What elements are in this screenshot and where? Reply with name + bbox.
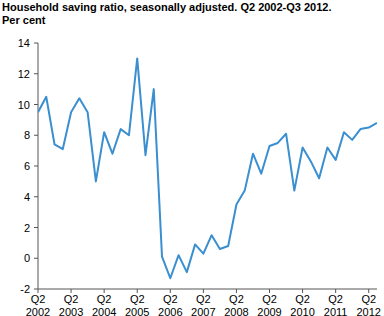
x-tick-label-line: Q2 <box>361 293 376 305</box>
x-tick-label-line: Q2 <box>328 293 343 305</box>
x-tick-label: Q22003 <box>59 293 83 316</box>
x-tick-label-line: Q2 <box>31 293 46 305</box>
x-tick-label-line: 2009 <box>257 306 281 316</box>
y-tick <box>34 135 38 136</box>
x-tick-label: Q22006 <box>158 293 182 316</box>
x-tick-label: Q22011 <box>324 293 348 316</box>
x-tick-label-line: Q2 <box>295 293 310 305</box>
x-tick-label: Q22004 <box>92 293 116 316</box>
y-tick-label: 6 <box>24 160 30 172</box>
y-tick <box>34 196 38 197</box>
x-tick-label-line: Q2 <box>196 293 211 305</box>
y-tick <box>34 258 38 259</box>
y-tick-label: 14 <box>18 37 30 49</box>
x-tick-label: Q22007 <box>191 293 215 316</box>
x-tick-label: Q22002 <box>26 293 50 316</box>
chart: Household saving ratio, seasonally adjus… <box>0 0 384 316</box>
x-tick-label-line: 2008 <box>224 306 248 316</box>
line <box>38 58 377 278</box>
x-tick-label-line: Q2 <box>97 293 112 305</box>
y-tick-label: 12 <box>18 68 30 80</box>
x-tick-label-line: Q2 <box>262 293 277 305</box>
y-tick-label: 0 <box>24 252 30 264</box>
y-tick <box>34 104 38 105</box>
x-tick-label-line: 2010 <box>290 306 314 316</box>
x-tick-label: Q22009 <box>257 293 281 316</box>
x-tick-label-line: Q2 <box>64 293 79 305</box>
x-tick-label-line: 2005 <box>125 306 149 316</box>
x-tick-label: Q22012 <box>356 293 380 316</box>
y-tick-label: 2 <box>24 222 30 234</box>
y-tick <box>34 227 38 228</box>
x-tick-label-line: 2004 <box>92 306 116 316</box>
x-tick-label-line: Q2 <box>163 293 178 305</box>
x-tick-label-line: Q2 <box>130 293 145 305</box>
y-tick-label: 4 <box>24 191 30 203</box>
x-tick-label-line: 2002 <box>26 306 50 316</box>
y-tick <box>34 73 38 74</box>
title: Household saving ratio, seasonally adjus… <box>2 1 332 13</box>
x-tick-label-line: 2012 <box>356 306 380 316</box>
y-tick <box>34 289 38 290</box>
y-tick-label: -2 <box>20 283 30 295</box>
x-tick-label-line: Q2 <box>229 293 244 305</box>
x-tick-label: Q22005 <box>125 293 149 316</box>
x-tick-label-line: 2006 <box>158 306 182 316</box>
y-tick-label: 8 <box>24 129 30 141</box>
x-tick-label: Q22008 <box>224 293 248 316</box>
x-tick-label-line: 2011 <box>324 306 348 316</box>
x-tick-label-line: 2007 <box>191 306 215 316</box>
y-tick <box>34 166 38 167</box>
x-tick-label: Q22010 <box>290 293 314 316</box>
y-tick <box>34 43 38 44</box>
subtitle: Per cent <box>2 14 46 26</box>
plot-area <box>38 58 377 278</box>
x-tick-label-line: 2003 <box>59 306 83 316</box>
y-tick-label: 10 <box>18 99 30 111</box>
x-axis <box>38 289 377 290</box>
